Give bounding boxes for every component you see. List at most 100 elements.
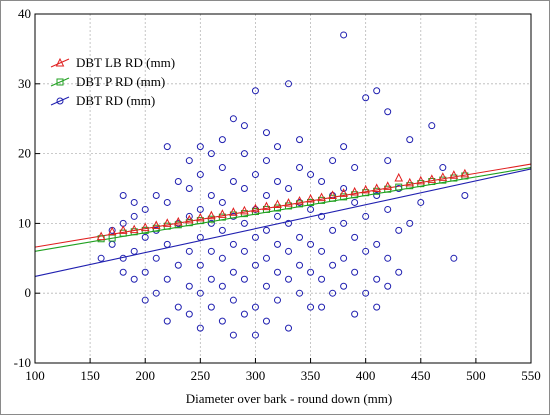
x-tick-label: 400 xyxy=(356,368,376,383)
data-point-triangle xyxy=(229,207,238,216)
data-point-circle xyxy=(163,275,171,283)
fit-line xyxy=(34,168,532,277)
data-point-triangle xyxy=(207,210,216,220)
data-point-circle xyxy=(196,205,204,213)
data-point-circle xyxy=(351,198,359,206)
data-point-triangle xyxy=(317,192,326,202)
data-point-square xyxy=(395,183,403,191)
data-point-triangle xyxy=(284,198,293,207)
plot-area-border xyxy=(34,13,532,364)
data-point-circle xyxy=(318,303,326,311)
data-point-circle xyxy=(196,233,204,241)
data-point-circle xyxy=(362,247,370,255)
data-point-circle xyxy=(251,303,259,311)
data-point-circle xyxy=(262,254,270,262)
data-point-triangle xyxy=(151,220,161,229)
data-point-circle xyxy=(163,198,171,206)
data-point-triangle xyxy=(306,193,315,203)
data-point-circle xyxy=(384,205,392,213)
data-point-circle xyxy=(207,247,215,255)
data-point-triangle xyxy=(383,181,393,190)
data-point-triangle xyxy=(162,218,172,227)
data-point-circle xyxy=(351,268,359,276)
data-point-circle xyxy=(174,303,182,311)
data-point-circle xyxy=(207,150,215,158)
data-point-circle xyxy=(340,282,348,290)
data-point-square xyxy=(56,78,64,86)
data-point-circle xyxy=(130,247,138,255)
data-point-circle xyxy=(318,178,326,186)
y-tick-label: 30 xyxy=(18,76,31,91)
data-point-circle xyxy=(218,198,226,206)
data-point-circle xyxy=(384,254,392,262)
data-point-circle xyxy=(240,219,248,227)
data-point-circle xyxy=(296,164,304,172)
data-point-circle xyxy=(329,226,337,234)
data-point-circle xyxy=(285,247,293,255)
data-point-circle xyxy=(362,212,370,220)
data-point-triangle xyxy=(295,195,304,205)
data-point-circle xyxy=(218,136,226,144)
data-point-circle xyxy=(273,212,281,220)
data-point-circle xyxy=(262,317,270,325)
data-point-circle xyxy=(119,268,127,276)
data-point-triangle xyxy=(107,226,117,236)
data-point-circle xyxy=(273,240,281,248)
data-point-circle xyxy=(240,247,248,255)
data-point-circle xyxy=(262,157,270,165)
data-point-circle xyxy=(262,129,270,137)
data-point-circle xyxy=(240,310,248,318)
data-point-circle xyxy=(56,97,64,105)
data-point-circle xyxy=(185,157,193,165)
data-point-circle xyxy=(207,219,215,227)
data-point-circle xyxy=(218,282,226,290)
data-point-circle xyxy=(251,87,259,95)
data-point-circle xyxy=(296,289,304,297)
data-point-circle xyxy=(185,282,193,290)
data-point-circle xyxy=(351,233,359,241)
data-point-circle xyxy=(196,171,204,179)
data-point-circle xyxy=(218,164,226,172)
data-point-circle xyxy=(163,240,171,248)
data-point-circle xyxy=(229,268,237,276)
data-point-circle xyxy=(307,268,315,276)
data-point-triangle xyxy=(55,57,65,67)
data-point-circle xyxy=(439,164,447,172)
data-point-circle xyxy=(307,240,315,248)
data-point-circle xyxy=(373,275,381,283)
data-point-circle xyxy=(329,261,337,269)
data-point-circle xyxy=(351,164,359,172)
data-point-circle xyxy=(296,233,304,241)
data-point-circle xyxy=(362,289,370,297)
data-point-triangle xyxy=(350,186,359,196)
data-point-circle xyxy=(329,289,337,297)
x-axis-label: Diameter over bark - round down (mm) xyxy=(186,391,393,406)
data-point-circle xyxy=(262,226,270,234)
data-point-circle xyxy=(373,191,381,199)
data-point-circle xyxy=(285,324,293,332)
data-point-circle xyxy=(273,178,281,186)
data-point-circle xyxy=(362,94,370,102)
legend-line xyxy=(50,96,70,106)
data-point-circle xyxy=(395,226,403,234)
data-point-circle xyxy=(240,185,248,192)
data-point-circle xyxy=(152,289,160,297)
data-point-circle xyxy=(229,178,237,186)
data-point-circle xyxy=(318,212,326,220)
data-point-circle xyxy=(218,226,226,234)
x-tick-label: 200 xyxy=(135,368,155,383)
data-point-triangle xyxy=(251,203,260,213)
y-tick-label: 40 xyxy=(18,6,31,21)
data-point-circle xyxy=(296,136,304,144)
data-point-circle xyxy=(384,108,392,116)
data-point-circle xyxy=(384,157,392,165)
data-point-circle xyxy=(229,296,237,304)
data-point-circle xyxy=(119,191,127,199)
data-point-circle xyxy=(450,254,458,262)
data-point-circle xyxy=(130,198,138,206)
data-point-circle xyxy=(130,275,138,283)
data-point-circle xyxy=(273,268,281,276)
data-point-circle xyxy=(351,310,359,318)
data-point-triangle xyxy=(394,172,404,182)
